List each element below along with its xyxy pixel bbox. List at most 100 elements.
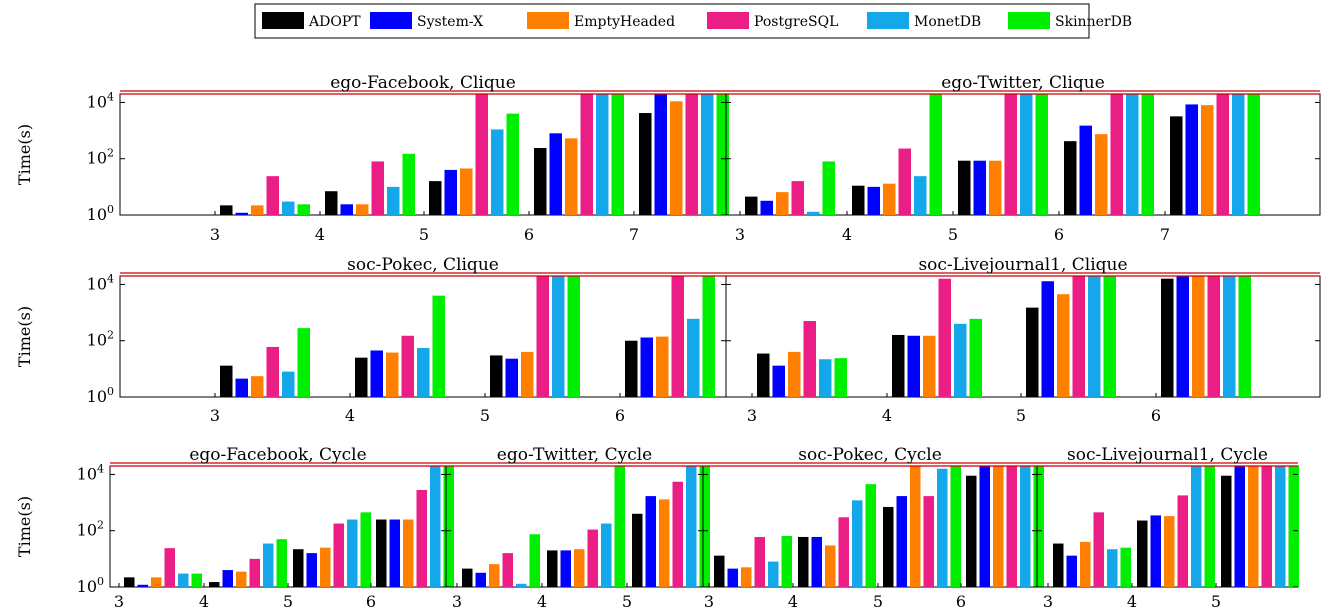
bar-postgresql-3 (803, 321, 816, 397)
bar-postgresql-3 (791, 181, 804, 215)
bar-postgresql-4 (401, 335, 414, 397)
bar-emptyheaded-3 (251, 205, 264, 215)
bar-system-x-3 (235, 378, 248, 397)
bar-skinnerdb-4 (402, 153, 415, 215)
chart-panels: Time(s) Time(s) Time(s) 3 4 5 6 7 100 102 104 ego-F… (15, 73, 1321, 609)
bar-monetdb-3 (282, 371, 295, 397)
x-tick-label-6: 6 (1151, 406, 1161, 425)
y-tick-label-0: 100 (87, 203, 114, 224)
y-tick-label-1: 102 (87, 147, 114, 168)
bar-system-x-3 (772, 365, 785, 397)
x-tick-label-4: 4 (315, 225, 325, 244)
bar-adopt-4 (209, 582, 220, 587)
bar-postgresql-6 (416, 489, 427, 587)
bar-postgresql-3 (754, 536, 765, 587)
x-tick-label-5: 5 (622, 592, 632, 609)
bar-postgresql-5 (1072, 276, 1085, 397)
bar-postgresql-6 (1207, 276, 1220, 397)
bar-emptyheaded-3 (741, 567, 752, 587)
y-axis-label-row-0: Time(s) (15, 124, 34, 185)
bar-emptyheaded-5 (460, 168, 473, 215)
x-tick-label-3: 3 (704, 592, 714, 609)
bar-system-x-3 (475, 572, 486, 587)
x-tick-label-5: 5 (283, 592, 293, 609)
bar-system-x-3 (1066, 555, 1077, 587)
x-tick-label-4: 4 (1127, 592, 1137, 609)
x-tick-label-5: 5 (419, 225, 429, 244)
bar-emptyheaded-4 (825, 545, 836, 587)
bar-emptyheaded-4 (386, 352, 399, 397)
panel-0: 3 4 5 6 7 100 102 104 ego-Facebook, Clique (87, 73, 729, 244)
bar-adopt-5 (429, 181, 442, 215)
legend-label-5: SkinnerDB (1055, 14, 1132, 30)
bar-adopt-5 (883, 506, 894, 587)
bar-adopt-6 (376, 519, 387, 587)
bar-monetdb-5 (491, 129, 504, 215)
bar-postgresql-5 (672, 481, 683, 587)
bar-postgresql-5 (536, 276, 549, 397)
bar-system-x-4 (370, 350, 383, 397)
bar-postgresql-6 (1006, 466, 1017, 587)
x-tick-label-3: 3 (747, 406, 757, 425)
x-tick-label-4: 4 (842, 225, 852, 244)
x-tick-label-7: 7 (1160, 225, 1170, 244)
x-tick-label-6: 6 (956, 592, 966, 609)
bar-postgresql-7 (1216, 94, 1229, 215)
bar-skinnerdb-4 (969, 318, 982, 397)
bar-postgresql-5 (1004, 94, 1017, 215)
bar-emptyheaded-3 (489, 564, 500, 587)
panel-7: 3 4 5 soc-Livejournal1, Cycle (1036, 445, 1299, 609)
bar-adopt-5 (1026, 307, 1039, 397)
x-tick-label-4: 4 (882, 406, 892, 425)
bar-system-x-3 (760, 200, 773, 215)
bar-system-x-6 (389, 519, 400, 587)
bar-postgresql-4 (1177, 495, 1188, 587)
bar-postgresql-5 (475, 94, 488, 215)
panel-title: ego-Facebook, Clique (330, 73, 516, 93)
bar-system-x-5 (645, 496, 656, 587)
bar-skinnerdb-4 (865, 484, 876, 587)
bar-emptyheaded-3 (788, 351, 801, 397)
bar-monetdb-5 (686, 466, 697, 587)
bar-skinnerdb-4 (614, 466, 625, 587)
bar-adopt-3 (1053, 543, 1064, 587)
y-axis-label-row-1: Time(s) (15, 306, 34, 367)
bar-adopt-3 (124, 577, 135, 587)
bar-monetdb-4 (914, 176, 927, 215)
legend-label-4: MonetDB (914, 14, 981, 30)
legend-label-2: EmptyHeaded (574, 14, 675, 30)
legend-swatch-3 (707, 12, 749, 29)
bar-skinnerdb-4 (276, 539, 287, 587)
bar-monetdb-3 (819, 359, 832, 397)
bar-emptyheaded-4 (236, 571, 247, 587)
bar-emptyheaded-4 (356, 204, 369, 215)
bar-skinnerdb-5 (567, 276, 580, 397)
legend-swatch-4 (867, 12, 909, 29)
bar-monetdb-4 (387, 186, 400, 215)
bar-system-x-5 (1234, 466, 1245, 587)
y-tick-label-0: 100 (87, 385, 114, 406)
bar-system-x-6 (1079, 125, 1092, 215)
bar-adopt-4 (325, 191, 338, 215)
panel-6: 3 4 5 6 soc-Pokec, Cycle (702, 445, 1044, 609)
x-tick-label-6: 6 (615, 406, 625, 425)
x-tick-label-5: 5 (1016, 406, 1026, 425)
bar-postgresql-6 (671, 276, 684, 397)
bar-skinnerdb-5 (950, 466, 961, 587)
bar-emptyheaded-5 (1057, 294, 1070, 397)
bar-skinnerdb-6 (443, 466, 454, 587)
bar-emptyheaded-7 (1201, 105, 1214, 215)
bar-skinnerdb-3 (834, 358, 847, 397)
bar-adopt-7 (1170, 116, 1183, 215)
bar-postgresql-3 (502, 553, 513, 587)
bar-adopt-4 (852, 185, 865, 215)
x-tick-label-6: 6 (366, 592, 376, 609)
bar-postgresql-5 (1261, 466, 1272, 587)
bar-postgresql-3 (164, 548, 175, 587)
bar-skinnerdb-3 (297, 328, 310, 397)
bar-monetdb-7 (701, 94, 714, 215)
bar-system-x-5 (1041, 281, 1054, 397)
bar-emptyheaded-6 (656, 336, 669, 397)
bar-adopt-3 (220, 205, 233, 215)
bar-skinnerdb-5 (360, 512, 371, 587)
